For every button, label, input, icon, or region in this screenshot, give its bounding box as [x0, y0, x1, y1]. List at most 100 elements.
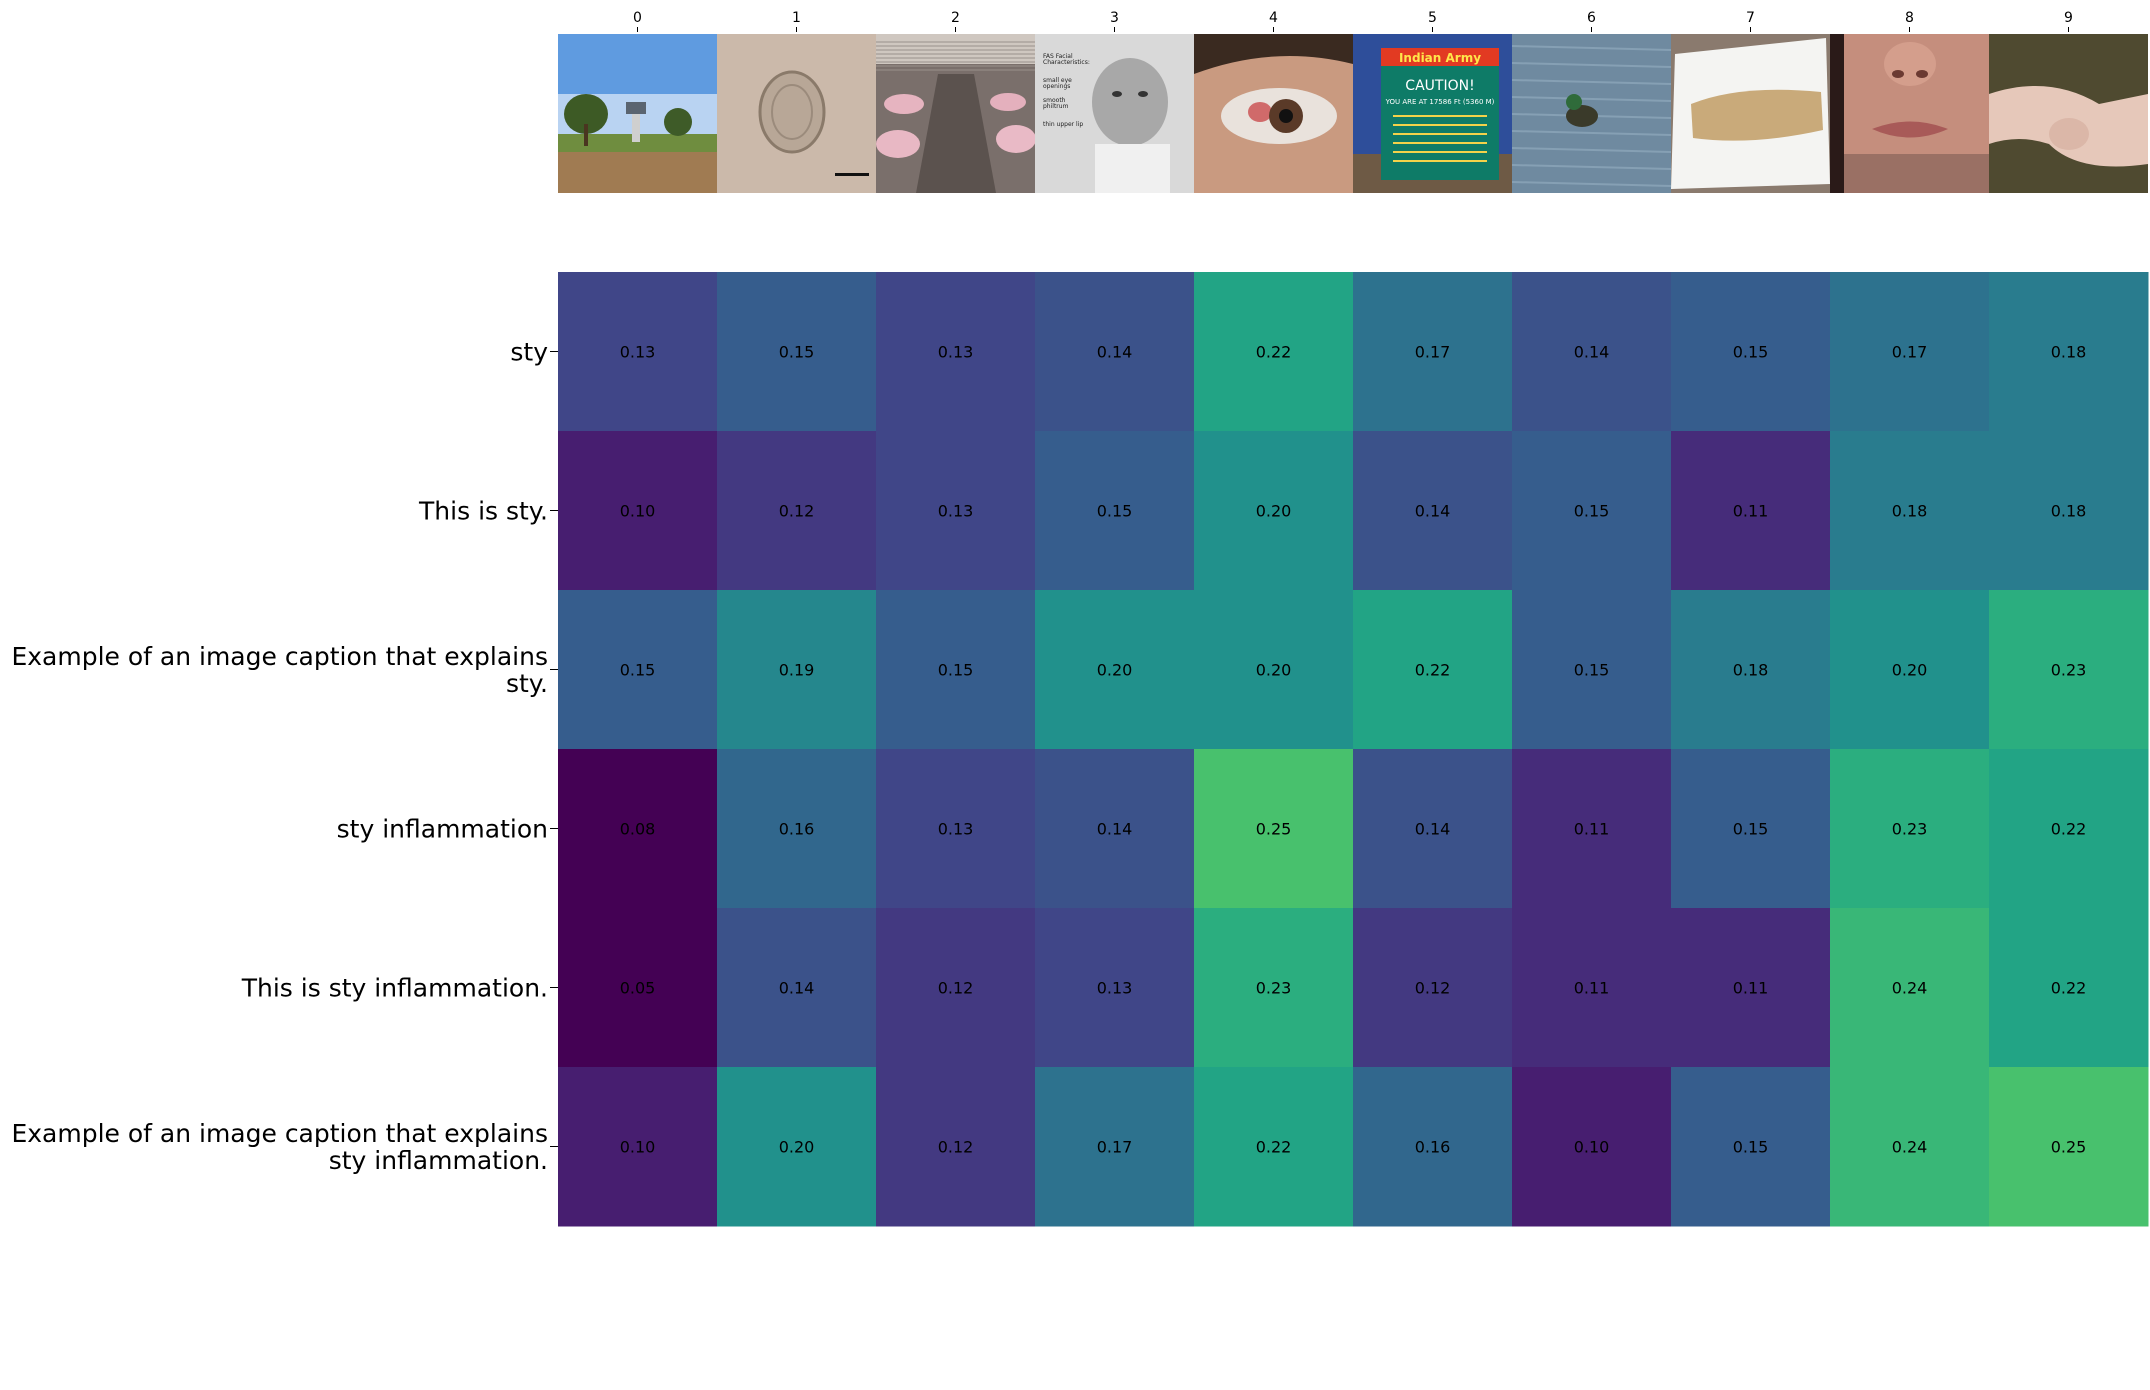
- cell-value-label: 0.18: [1733, 661, 1769, 680]
- cell-value-label: 0.12: [1415, 979, 1451, 998]
- cell-value-label: 0.15: [779, 343, 815, 362]
- heatmap-cell: [1512, 908, 1672, 1068]
- heatmap-cell: [1035, 1067, 1195, 1227]
- heatmap-cell: [1671, 272, 1831, 432]
- heatmap-cell: [558, 431, 718, 591]
- svg-text:Indian Army: Indian Army: [1399, 51, 1481, 65]
- heatmap-cell: [1353, 1067, 1513, 1227]
- cell-value-label: 0.16: [1415, 1138, 1451, 1157]
- cell-value-label: 0.20: [1097, 661, 1133, 680]
- thumbnail-2: [876, 34, 1035, 193]
- cell-value-label: 0.15: [1574, 502, 1610, 521]
- heatmap-cell: [876, 431, 1036, 591]
- heatmap-cell: [1194, 908, 1354, 1068]
- cell-value-label: 0.18: [2051, 343, 2087, 362]
- column-tick-9: 9: [2064, 10, 2073, 26]
- cell-value-label: 0.23: [2051, 661, 2087, 680]
- heatmap-cell: [1035, 272, 1195, 432]
- cell-value-label: 0.11: [1574, 820, 1610, 839]
- heatmap-cell: [558, 272, 718, 432]
- cell-value-label: 0.13: [620, 343, 656, 362]
- cell-value-label: 0.15: [1097, 502, 1133, 521]
- heatmap-cell: [1671, 749, 1831, 909]
- thumbnail-8: [1830, 34, 1989, 193]
- heatmap-cell: [1989, 272, 2149, 432]
- cell-value-label: 0.22: [1415, 661, 1451, 680]
- row-label: Example of an image caption that explain…: [11, 1119, 548, 1175]
- heatmap-cell: [1035, 749, 1195, 909]
- cell-value-label: 0.20: [1892, 661, 1928, 680]
- cell-value-label: 0.13: [938, 343, 974, 362]
- svg-text:thin upper lip: thin upper lip: [1043, 121, 1083, 128]
- cell-value-label: 0.15: [938, 661, 974, 680]
- column-tick-3: 3: [1110, 10, 1119, 26]
- row-label: This is sty.: [418, 497, 548, 526]
- heatmap-cell: [717, 749, 877, 909]
- cell-value-label: 0.08: [620, 820, 656, 839]
- heatmap-cell: [876, 908, 1036, 1068]
- heatmap-cell: [1830, 1067, 1990, 1227]
- cell-value-label: 0.17: [1415, 343, 1451, 362]
- heatmap-cell: [717, 1067, 877, 1227]
- heatmap-cell: [558, 1067, 718, 1227]
- heatmap-cell: [1194, 749, 1354, 909]
- cell-value-label: 0.15: [1733, 1138, 1769, 1157]
- row-label: sty inflammation: [337, 815, 548, 844]
- heatmap-cell: [1194, 590, 1354, 750]
- cell-value-label: 0.20: [1256, 502, 1292, 521]
- cell-value-label: 0.22: [1256, 1138, 1292, 1157]
- heatmap-cell: [558, 749, 718, 909]
- heatmap-cell: [558, 590, 718, 750]
- svg-text:FAS Facial: FAS Facial: [1043, 53, 1073, 60]
- cell-value-label: 0.11: [1733, 979, 1769, 998]
- cell-value-label: 0.14: [1097, 820, 1133, 839]
- heatmap-cell: [1671, 590, 1831, 750]
- heatmap-cell: [1353, 272, 1513, 432]
- heatmap-cells: 0.13 0.15 0.13 0.14 0.22 0.17 0.14 0.15 0.17 0.18…: [558, 272, 2149, 1227]
- cell-value-label: 0.15: [1574, 661, 1610, 680]
- row-label: This is sty inflammation.: [241, 974, 548, 1003]
- cell-value-label: 0.12: [938, 1138, 974, 1157]
- cell-value-label: 0.12: [938, 979, 974, 998]
- heatmap-cell: [717, 431, 877, 591]
- cell-value-label: 0.13: [1097, 979, 1133, 998]
- cell-value-label: 0.14: [1415, 820, 1451, 839]
- column-tick-6: 6: [1587, 10, 1596, 26]
- heatmap-cell: [1035, 431, 1195, 591]
- heatmap-cell: [1353, 908, 1513, 1068]
- cell-value-label: 0.18: [2051, 502, 2087, 521]
- svg-text:Characteristics:: Characteristics:: [1043, 59, 1090, 66]
- heatmap-cell: [1194, 431, 1354, 591]
- column-tick-7: 7: [1746, 10, 1755, 26]
- heatmap-cell: [1989, 908, 2149, 1068]
- heatmap-cell: [1194, 1067, 1354, 1227]
- cell-value-label: 0.19: [779, 661, 815, 680]
- thumbnail-9: [1989, 34, 2148, 193]
- cell-value-label: 0.10: [620, 1138, 656, 1157]
- cell-value-label: 0.15: [620, 661, 656, 680]
- thumbnail-6: [1512, 34, 1671, 193]
- heatmap-cell: [1512, 590, 1672, 750]
- cell-value-label: 0.24: [1892, 1138, 1928, 1157]
- cell-value-label: 0.20: [779, 1138, 815, 1157]
- cell-value-label: 0.14: [1415, 502, 1451, 521]
- cell-value-label: 0.10: [620, 502, 656, 521]
- heatmap-cell: [876, 272, 1036, 432]
- cell-value-label: 0.23: [1892, 820, 1928, 839]
- svg-text:small eye: small eye: [1043, 77, 1072, 84]
- svg-text:openings: openings: [1043, 83, 1070, 90]
- cell-value-label: 0.22: [2051, 979, 2087, 998]
- cell-value-label: 0.22: [2051, 820, 2087, 839]
- cell-value-label: 0.11: [1574, 979, 1610, 998]
- heatmap-cell: [876, 749, 1036, 909]
- heatmap-cell: [1989, 431, 2149, 591]
- column-tick-8: 8: [1905, 10, 1914, 26]
- heatmap-cell: [717, 272, 877, 432]
- cell-value-label: 0.10: [1574, 1138, 1610, 1157]
- cell-value-label: 0.14: [1574, 343, 1610, 362]
- column-tick-2: 2: [951, 10, 960, 26]
- thumbnail-0: [558, 34, 717, 193]
- svg-text:YOU ARE AT 17586 Ft (5360 M): YOU ARE AT 17586 Ft (5360 M): [1385, 98, 1495, 106]
